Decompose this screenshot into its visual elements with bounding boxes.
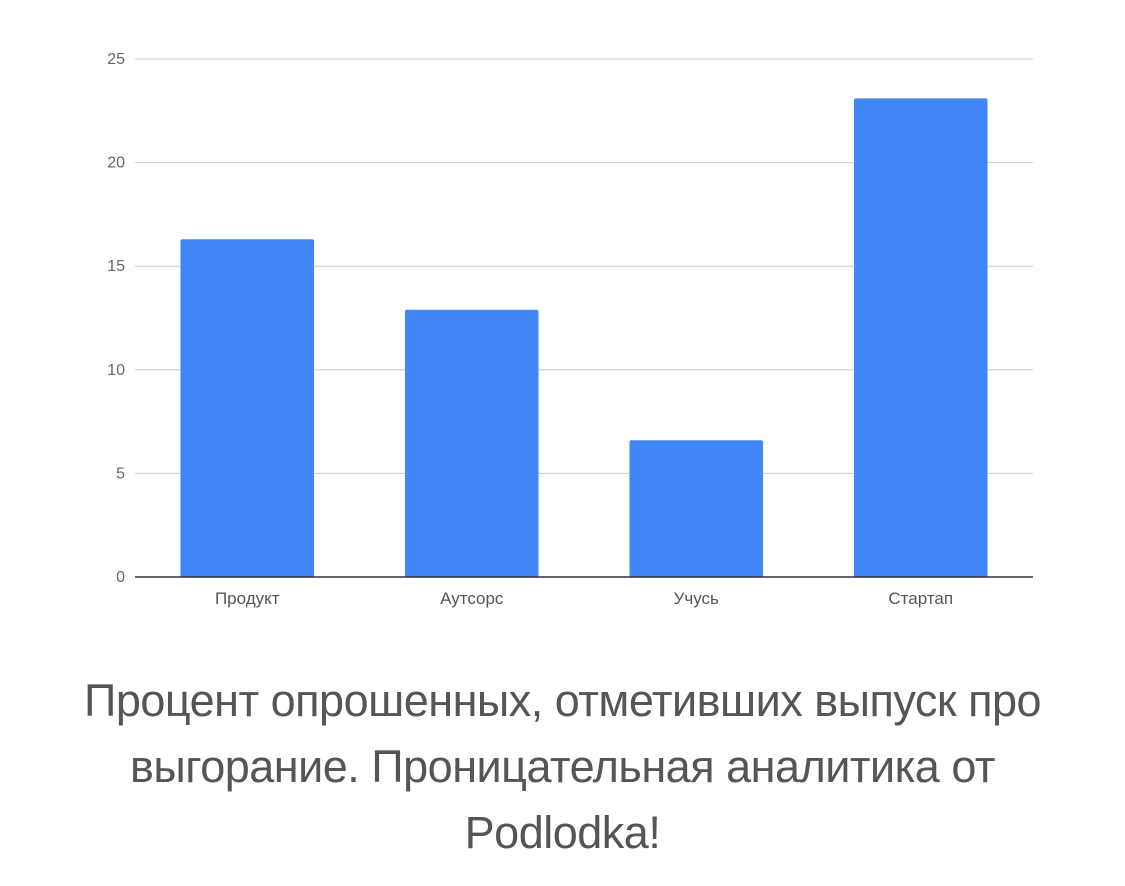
chart-caption: Процент опрошенных, отметивших выпуск пр… <box>83 675 1042 858</box>
x-tick-label: Стартап <box>888 589 953 608</box>
y-tick-label: 20 <box>107 155 125 172</box>
bar-chart: 0 5 10 15 20 25 Продукт Аутсорс Учусь Стартап <box>107 51 1033 608</box>
x-tick-label: Продукт <box>215 589 280 608</box>
y-tick-label: 15 <box>107 258 125 275</box>
y-tick-label: 5 <box>116 465 125 482</box>
x-axis-labels: Продукт Аутсорс Учусь Стартап <box>215 589 953 608</box>
bar <box>180 239 315 577</box>
y-tick-label: 0 <box>116 569 125 586</box>
bar <box>404 309 539 577</box>
y-axis-ticks: 0 5 10 15 20 25 <box>107 51 125 586</box>
bar <box>853 98 988 578</box>
x-tick-label: Аутсорс <box>440 589 504 608</box>
x-tick-label: Учусь <box>674 589 719 608</box>
y-tick-label: 25 <box>107 51 125 68</box>
bar <box>629 440 764 577</box>
chart-svg: 0 5 10 15 20 25 Продукт Аутсорс Учусь Стартап <box>107 51 1033 608</box>
bars <box>180 98 988 578</box>
y-tick-label: 10 <box>107 362 125 379</box>
